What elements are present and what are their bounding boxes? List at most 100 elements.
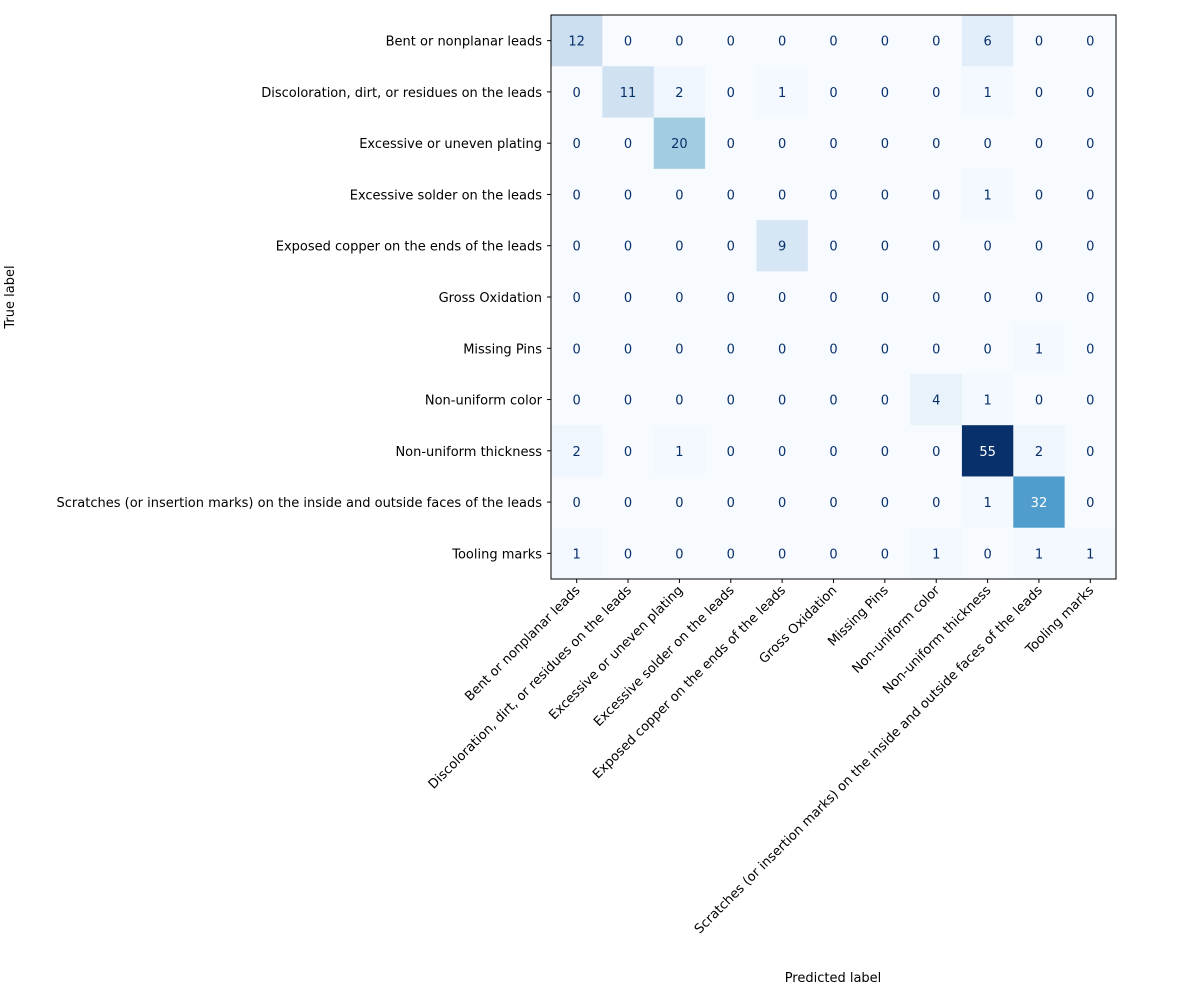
heatmap-cell [653,527,706,580]
cell-value-label: 0 [881,35,889,50]
cell-value-label: 0 [727,291,735,306]
heatmap-cell [1013,66,1066,119]
heatmap-cell [807,117,860,170]
cell-value-label: 0 [881,86,889,101]
heatmap-cell [551,168,603,221]
cell-value-label: 4 [932,394,940,409]
heatmap-cell [807,66,860,119]
cell-value-label: 0 [1086,188,1094,203]
heatmap-cell [602,271,655,324]
heatmap-cell [859,476,912,529]
cell-value-label: 0 [573,291,581,306]
x-axis-label: Predicted label [785,971,882,986]
cell-value-label: 0 [932,445,940,460]
cell-value-label: 0 [829,188,837,203]
heatmap-cell [1064,117,1117,170]
heatmap-cell [1013,271,1066,324]
heatmap-cell [551,15,603,67]
heatmap-cell [961,322,1014,375]
heatmap-cell [756,220,809,272]
cell-value-label: 1 [778,86,786,101]
cell-value-label: 0 [932,35,940,50]
cell-value-label: 0 [829,35,837,50]
heatmap-cell [653,373,706,426]
heatmap-cell [961,527,1014,580]
cell-value-label: 0 [1086,137,1094,152]
heatmap-cell [859,425,912,477]
heatmap-cell [1064,66,1117,119]
heatmap-cell [859,15,912,67]
heatmap-cell [859,117,912,170]
heatmap-cell [1064,322,1117,375]
heatmap-cell [961,220,1014,272]
heatmap-cell [910,527,963,580]
cell-value-label: 0 [829,394,837,409]
heatmap-cell [551,117,603,170]
cell-value-label: 1 [983,188,991,203]
cell-value-label: 0 [573,342,581,357]
heatmap-cell [807,220,860,272]
cell-value-label: 0 [573,394,581,409]
cell-value-label: 0 [881,394,889,409]
heatmap-cell [1013,168,1066,221]
cell-value-label: 0 [675,394,683,409]
heatmap-cell [961,168,1014,221]
cell-value-label: 0 [675,291,683,306]
cell-value-label: 0 [624,291,632,306]
cell-value-label: 0 [829,547,837,562]
cell-value-label: 0 [624,394,632,409]
cell-value-label: 0 [778,291,786,306]
cell-value-label: 0 [778,496,786,511]
heatmap-cell [602,117,655,170]
cell-value-label: 9 [778,240,786,255]
heatmap-cell [1013,527,1066,580]
heatmap-cell [859,373,912,426]
cell-value-label: 0 [1086,240,1094,255]
heatmap-cell [551,66,603,119]
cell-value-label: 0 [829,291,837,306]
heatmap-cell [1064,168,1117,221]
heatmap-cell [807,527,860,580]
cell-value-label: 0 [727,547,735,562]
cell-value-label: 0 [573,188,581,203]
cell-value-label: 1 [675,445,683,460]
cell-value-label: 0 [727,394,735,409]
heatmap-cell [756,117,809,170]
heatmap-cell [551,271,603,324]
heatmap-cell [705,527,757,580]
cell-value-label: 0 [573,496,581,511]
heatmap-cell [1064,220,1117,272]
heatmap-cell [859,527,912,580]
heatmap-cell [551,322,603,375]
heatmap-cell [910,66,963,119]
cell-value-label: 0 [1086,35,1094,50]
cell-value-label: 0 [573,240,581,255]
heatmap-cell-labels: 12 0 0 0 0 0 0 0 6 0 00 11 2 0 1 0 0 0 1 0 00 0 20 0 0 0 0 0 0 0 00 0 0 0… [568,35,1094,563]
heatmap-cell [859,220,912,272]
y-tick-label: Discoloration, dirt, or residues on the … [261,86,542,101]
heatmap-cell [602,322,655,375]
cell-value-label: 0 [1035,86,1043,101]
cell-value-label: 0 [624,35,632,50]
cell-value-label: 2 [573,445,581,460]
heatmap-cell [705,476,757,529]
heatmap-cell [807,15,860,67]
cell-value-label: 0 [932,496,940,511]
cell-value-label: 2 [1035,445,1043,460]
cell-value-label: 12 [568,35,585,50]
cell-value-label: 0 [829,137,837,152]
heatmap-cell [910,476,963,529]
heatmap-cell [602,373,655,426]
y-tick-label: Excessive solder on the leads [350,188,542,203]
heatmap-cell [910,425,963,477]
heatmap-cell [961,117,1014,170]
heatmap-cell [807,271,860,324]
cell-value-label: 0 [778,137,786,152]
y-tick-label: Gross Oxidation [439,291,542,306]
heatmap-cell [1064,425,1117,477]
heatmap-cell [756,425,809,477]
heatmap-cell [551,527,603,580]
heatmap-cell [602,527,655,580]
cell-value-label: 0 [983,342,991,357]
